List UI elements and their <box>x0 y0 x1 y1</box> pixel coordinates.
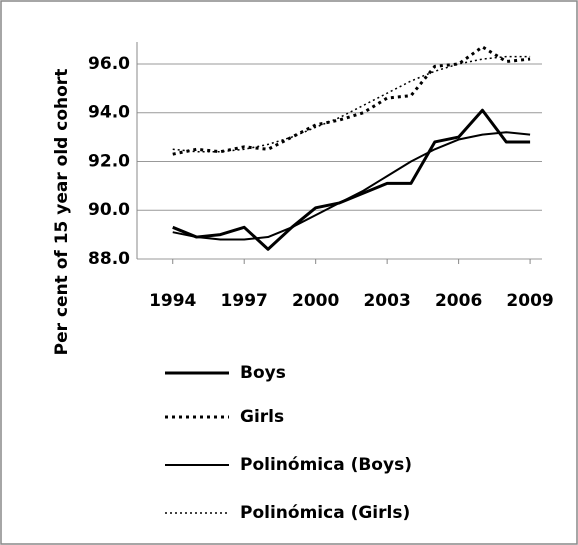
series-line <box>172 55 531 153</box>
x-tick-label: 2003 <box>363 291 410 311</box>
series-line <box>172 131 531 241</box>
x-tick-label: 1994 <box>149 291 196 311</box>
legend-label: Polinómica (Boys) <box>240 455 412 475</box>
y-tick-label: 88.0 <box>88 249 130 269</box>
y-tick-label: 96.0 <box>88 54 130 74</box>
x-tick-label: 2006 <box>435 291 482 311</box>
legend-label: Girls <box>240 407 284 427</box>
y-tick-label: 94.0 <box>88 103 130 123</box>
y-axis-label: Per cent of 15 year old cohort <box>52 69 72 356</box>
x-tick-label: 1997 <box>221 291 268 311</box>
legend-label: Polinómica (Girls) <box>240 503 410 523</box>
x-tick-label: 2009 <box>506 291 553 311</box>
series-line <box>172 108 531 251</box>
y-tick-label: 90.0 <box>88 200 130 220</box>
legend-label: Boys <box>240 363 286 383</box>
y-tick-label: 92.0 <box>88 151 130 171</box>
x-tick-label: 2000 <box>292 291 339 311</box>
